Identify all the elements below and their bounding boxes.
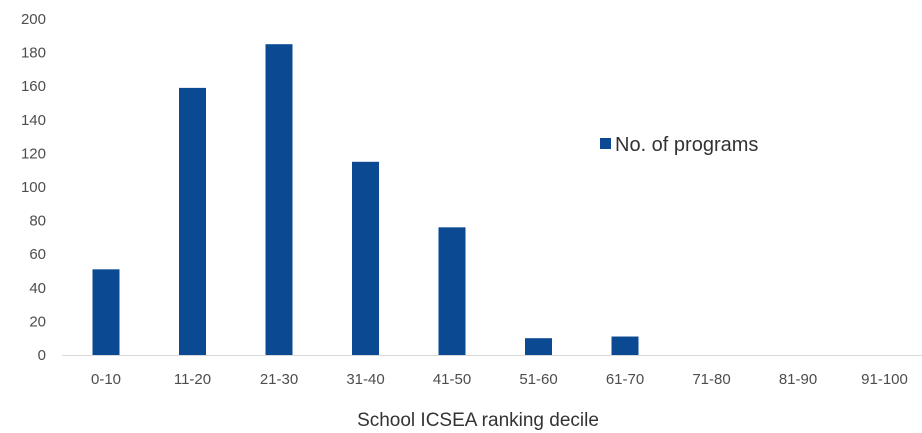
y-tick-label: 80 <box>29 213 46 230</box>
x-tick-label: 91-100 <box>861 371 908 388</box>
y-tick-label: 160 <box>21 78 46 95</box>
x-tick-label: 31-40 <box>346 371 384 388</box>
x-tick-label: 81-90 <box>779 371 817 388</box>
x-tick-label: 21-30 <box>260 371 298 388</box>
x-axis-title: School ICSEA ranking decile <box>357 410 599 431</box>
y-tick-label: 20 <box>29 313 46 330</box>
x-tick-label: 11-20 <box>174 371 211 388</box>
x-tick-label: 51-60 <box>519 371 557 388</box>
y-tick-label: 40 <box>29 280 46 297</box>
bar-61-70 <box>611 336 639 355</box>
bar-31-40 <box>352 161 379 355</box>
y-tick-label: 200 <box>21 11 46 28</box>
y-axis-ticks: 0 20 40 60 80 100 120 140 160 180 200 <box>21 11 46 364</box>
y-tick-label: 120 <box>21 145 46 162</box>
bar-0-10 <box>92 269 120 355</box>
x-tick-label: 61-70 <box>606 371 644 388</box>
y-tick-label: 60 <box>29 246 46 263</box>
x-tick-label: 0-10 <box>91 371 121 388</box>
y-tick-label: 0 <box>38 347 46 364</box>
legend: No. of programs <box>600 134 758 156</box>
bar-41-50 <box>438 227 466 355</box>
bar-21-30 <box>265 44 293 355</box>
x-axis-ticks: 0-10 11-20 21-30 31-40 41-50 51-60 61-70 71-80 8… <box>91 371 908 388</box>
legend-label: No. of programs <box>615 134 758 156</box>
x-tick-label: 41-50 <box>433 371 471 388</box>
bars <box>92 44 639 355</box>
bar-11-20 <box>179 87 206 355</box>
y-tick-label: 180 <box>21 45 46 62</box>
y-tick-label: 140 <box>21 112 46 129</box>
y-tick-label: 100 <box>21 179 46 196</box>
bar-51-60 <box>525 338 552 355</box>
legend-swatch <box>600 138 611 149</box>
x-tick-label: 71-80 <box>692 371 730 388</box>
